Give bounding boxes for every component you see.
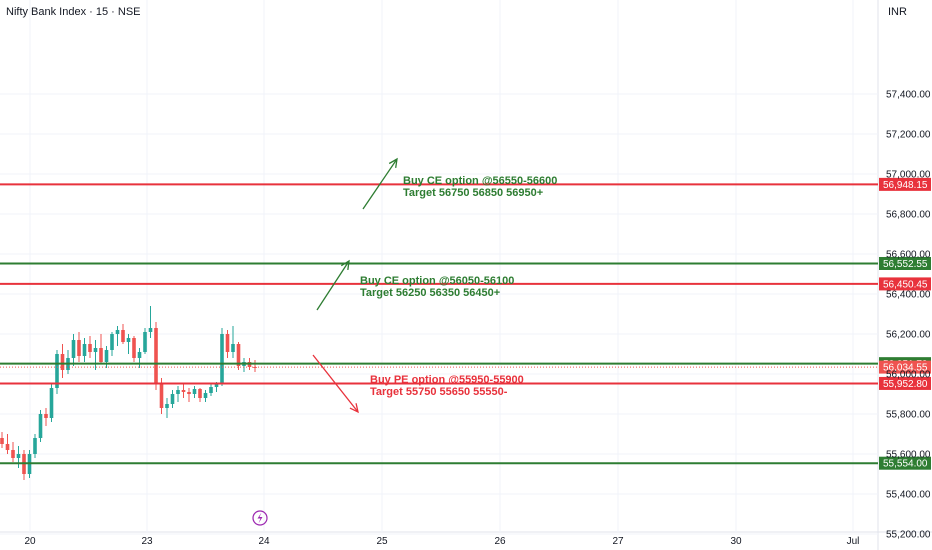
y-tick-label: 55,400.00 [886, 490, 931, 501]
candle-body [192, 389, 197, 394]
chart-title: Nifty Bank Index · 15 · NSE [6, 6, 141, 18]
candle-body [99, 348, 103, 362]
x-tick-label: 23 [141, 536, 153, 547]
y-axis: 57,400.00 57,200.00 57,000.00 56,800.00 56,6… [886, 90, 931, 541]
candle-body [93, 348, 98, 352]
candle-body [0, 438, 4, 444]
level-price-tag [879, 456, 931, 470]
candle-body [82, 344, 87, 356]
candle-body [154, 328, 158, 384]
candle-body [115, 330, 120, 334]
level-price-tag [879, 256, 931, 270]
candle-body [33, 438, 37, 454]
level-label: 55,952.80 [883, 379, 928, 390]
annotation-arrow[interactable] [362, 158, 398, 210]
candle-body [165, 404, 169, 408]
x-tick-label: 24 [258, 536, 270, 547]
y-tick-label: 55,200.00 [886, 530, 931, 541]
candle-body [187, 392, 191, 394]
candle-body [220, 334, 224, 384]
candle-body [5, 444, 10, 450]
candle-body [16, 454, 21, 458]
y-tick-label: 56,000.00 [886, 370, 931, 381]
levels: 56,948.1556,552.5556,450.4556,051.7055,9… [0, 177, 931, 470]
last-price-label: 56,034.55 [883, 363, 928, 374]
annotation-line2[interactable]: Target 56750 56850 56950+ [403, 187, 543, 199]
candle-body [148, 328, 153, 332]
candle-body [214, 384, 219, 387]
candle-body [198, 389, 202, 398]
annotation-arrow[interactable] [312, 354, 359, 413]
x-tick-label: 30 [730, 536, 742, 547]
x-axis: 20 23 24 25 26 27 30 Jul [24, 536, 859, 547]
x-tick-label: 27 [612, 536, 624, 547]
candle-body [225, 334, 230, 352]
annotation-arrowhead [340, 259, 350, 271]
candle-body [143, 332, 147, 352]
candle-body [77, 340, 81, 356]
candle-body [126, 338, 131, 342]
candle-body [104, 350, 109, 362]
y-tick-label: 56,800.00 [886, 210, 931, 221]
level-label: 56,552.55 [883, 259, 928, 270]
level-price-tag [879, 177, 931, 191]
level-label: 55,554.00 [883, 459, 928, 470]
y-tick-label: 55,600.00 [886, 450, 931, 461]
y-tick-label: 56,400.00 [886, 290, 931, 301]
candle-body [231, 344, 235, 352]
candle-body [60, 354, 65, 370]
candle-body [137, 352, 142, 358]
annotation-arrowhead [349, 403, 359, 414]
candle-body [203, 393, 208, 398]
candle-body [132, 338, 136, 358]
annotation-line1[interactable]: Buy CE option @56550-56600 [403, 175, 557, 187]
annotation-arrow[interactable] [316, 260, 350, 311]
annotation-line2[interactable]: Target 56250 56350 56450+ [360, 287, 500, 299]
x-tick-label: Jul [847, 536, 860, 547]
candle-body [38, 414, 43, 438]
candle-body [176, 390, 180, 394]
candle-body [71, 340, 76, 358]
level-price-tag [879, 376, 931, 390]
candle-body [88, 344, 92, 352]
y-tick-label: 56,200.00 [886, 330, 931, 341]
level-price-tag [879, 277, 931, 291]
y-tick-label: 57,200.00 [886, 130, 931, 141]
x-tick-label: 26 [494, 536, 506, 547]
annotation-arrowhead [388, 157, 398, 168]
currency-label: INR [888, 6, 907, 18]
last-price-tag [879, 360, 931, 374]
candle-body [11, 450, 15, 458]
candle-body [181, 390, 186, 392]
candle-body [170, 394, 175, 404]
y-tick-label: 55,800.00 [886, 410, 931, 421]
annotation-line1[interactable]: Buy CE option @56050-56100 [360, 275, 514, 287]
candle-body [236, 344, 241, 366]
candle-body [44, 414, 48, 418]
x-tick-label: 20 [24, 536, 36, 547]
candle-body [110, 334, 114, 350]
candle-body [121, 330, 125, 342]
y-tick-label: 57,000.00 [886, 170, 931, 181]
x-tick-label: 25 [376, 536, 388, 547]
candle-body [159, 384, 164, 408]
candle-body [209, 387, 213, 393]
flash-icon[interactable] [252, 510, 268, 526]
annotation-line1[interactable]: Buy PE option @55950-55900 [370, 374, 524, 386]
candle-body [49, 388, 54, 418]
annotation-line2[interactable]: Target 55750 55650 55550- [370, 386, 508, 398]
y-tick-label: 57,400.00 [886, 90, 931, 101]
level-label: 56,948.15 [883, 180, 928, 191]
candles [0, 306, 257, 480]
level-label: 56,450.45 [883, 279, 928, 290]
y-tick-label: 56,600.00 [886, 250, 931, 261]
candle-body [55, 354, 59, 388]
